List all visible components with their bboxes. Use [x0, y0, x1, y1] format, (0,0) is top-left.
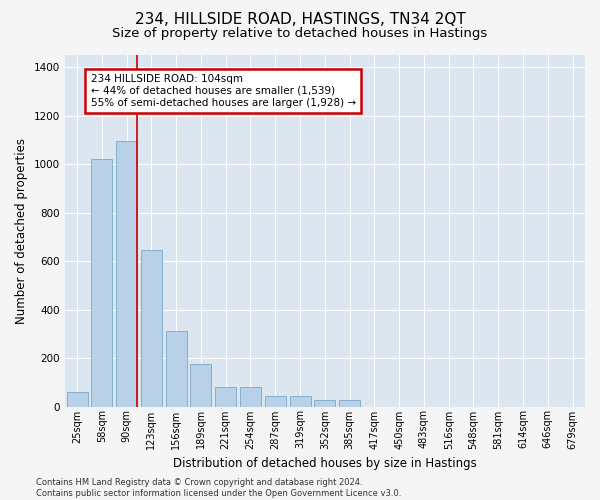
Text: Contains HM Land Registry data © Crown copyright and database right 2024.
Contai: Contains HM Land Registry data © Crown c…	[36, 478, 401, 498]
Bar	[190, 364, 211, 406]
Text: 234 HILLSIDE ROAD: 104sqm
← 44% of detached houses are smaller (1,539)
55% of se: 234 HILLSIDE ROAD: 104sqm ← 44% of detac…	[91, 74, 356, 108]
Text: Size of property relative to detached houses in Hastings: Size of property relative to detached ho…	[112, 28, 488, 40]
Bar	[166, 332, 187, 406]
Bar	[141, 250, 162, 406]
X-axis label: Distribution of detached houses by size in Hastings: Distribution of detached houses by size …	[173, 457, 477, 470]
Bar	[116, 141, 137, 406]
Bar	[240, 387, 261, 406]
Bar	[314, 400, 335, 406]
Text: 234, HILLSIDE ROAD, HASTINGS, TN34 2QT: 234, HILLSIDE ROAD, HASTINGS, TN34 2QT	[134, 12, 466, 28]
Bar	[91, 159, 112, 406]
Bar	[339, 400, 360, 406]
Y-axis label: Number of detached properties: Number of detached properties	[15, 138, 28, 324]
Bar	[290, 396, 311, 406]
Bar	[265, 396, 286, 406]
Bar	[67, 392, 88, 406]
Bar	[215, 387, 236, 406]
